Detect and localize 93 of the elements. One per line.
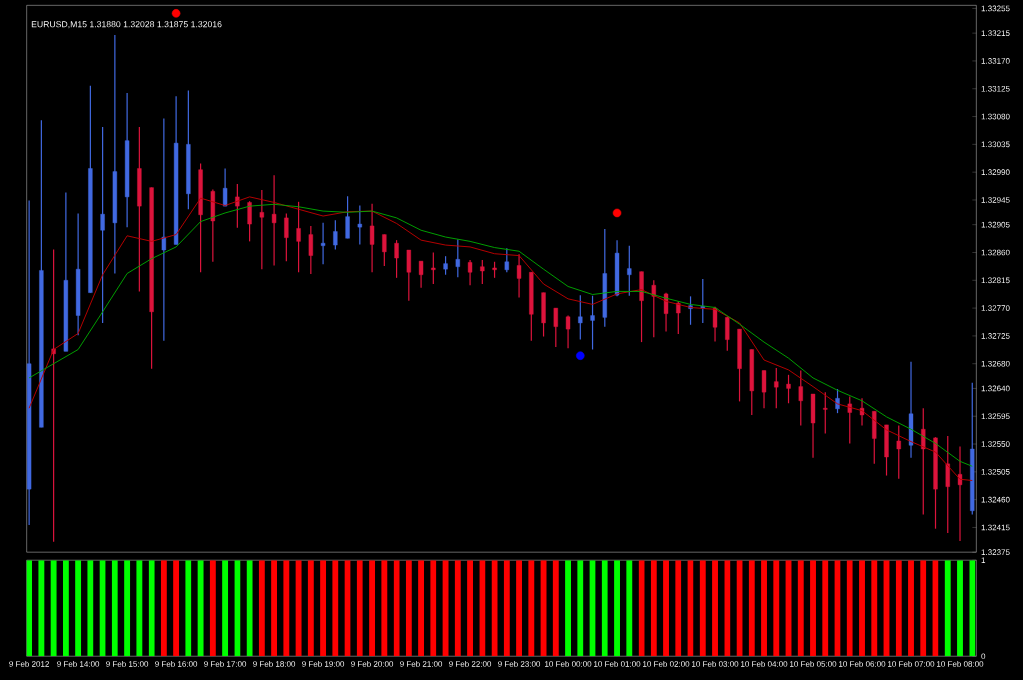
candlestick <box>725 316 730 352</box>
point <box>576 351 585 360</box>
x-tick-label: 9 Feb 21:00 <box>400 660 443 667</box>
x-tick-label: 10 Feb 03:00 <box>692 660 739 667</box>
y-tick-label: 1.32860 <box>981 249 1010 256</box>
point <box>612 208 622 218</box>
y-tick-label: 1.32640 <box>981 385 1010 392</box>
candlestick <box>565 314 571 349</box>
candlestick <box>320 222 326 265</box>
y-tick-label: 1.33255 <box>981 5 1010 12</box>
candlestick <box>357 204 362 245</box>
y-tick-label: 1.32680 <box>981 360 1010 367</box>
candlestick <box>761 369 767 409</box>
y-tick-label: 1.32460 <box>981 496 1010 503</box>
x-tick-label: 10 Feb 00:00 <box>545 660 592 667</box>
y-tick-label: 1.33215 <box>981 30 1010 36</box>
y-tick-label: 1.32905 <box>981 221 1010 228</box>
candlestick <box>443 255 448 276</box>
x-tick-label: 9 Feb 18:00 <box>253 660 296 667</box>
y-tick-label: 1.32990 <box>981 169 1010 175</box>
candlestick <box>553 307 558 348</box>
x-tick-label: 10 Feb 01:00 <box>594 660 641 667</box>
candlestick <box>431 251 436 285</box>
x-tick-label: 10 Feb 07:00 <box>888 660 935 667</box>
x-tick-label: 9 Feb 22:00 <box>449 660 492 667</box>
point <box>171 8 181 18</box>
candlestick <box>786 374 791 404</box>
candlestick <box>676 300 681 335</box>
candlestick <box>345 195 350 239</box>
y-tick-label: 1.32375 <box>981 549 1010 555</box>
x-tick-label: 10 Feb 08:00 <box>937 660 984 667</box>
x-tick-label: 9 Feb 15:00 <box>106 660 149 667</box>
y-tick-label: 1.32945 <box>981 197 1010 203</box>
y-tick-label: 1.33125 <box>981 85 1010 92</box>
y-tick-label: 0 <box>981 653 986 659</box>
x-tick-label: 9 Feb 14:00 <box>57 660 100 667</box>
candlestick <box>296 201 301 273</box>
candlestick <box>235 183 240 229</box>
text: EURUSD,M15 1.31880 1.32028 1.31875 1.32016 <box>31 21 222 29</box>
y-tick-label: 1.33035 <box>981 141 1010 148</box>
candlestick <box>480 259 485 285</box>
candlestick <box>516 253 522 299</box>
candlestick <box>896 424 901 480</box>
y-tick-label: 1 <box>981 557 986 563</box>
candlestick <box>590 295 595 350</box>
candlestick <box>467 259 473 286</box>
x-tick-label: 9 Feb 19:00 <box>302 660 345 667</box>
y-tick-label: 1.32415 <box>981 524 1010 531</box>
y-tick-label: 1.32815 <box>981 277 1010 284</box>
candlestick <box>222 167 228 207</box>
y-tick-label: 1.32725 <box>981 332 1010 339</box>
candlestick <box>100 126 105 324</box>
y-tick-label: 1.32595 <box>981 413 1010 419</box>
x-tick-label: 10 Feb 04:00 <box>741 660 788 667</box>
candlestick <box>504 247 509 273</box>
candlestick <box>688 295 693 326</box>
x-tick-label: 10 Feb 02:00 <box>643 660 690 667</box>
candlestick <box>859 397 865 426</box>
y-tick-label: 1.33170 <box>981 58 1010 64</box>
candlestick <box>418 260 424 289</box>
candlestick <box>957 445 963 542</box>
candlestick <box>627 244 632 297</box>
candlestick <box>382 233 387 267</box>
x-tick-label: 10 Feb 06:00 <box>839 660 886 667</box>
candlestick <box>284 212 289 262</box>
x-tick-label: 9 Feb 20:00 <box>351 660 394 667</box>
candlestick <box>774 367 779 409</box>
candlestick <box>247 200 252 242</box>
y-tick-label: 1.32505 <box>981 468 1010 475</box>
x-tick-label: 9 Feb 17:00 <box>204 660 247 667</box>
candlestick <box>369 202 375 273</box>
x-tick-label: 9 Feb 2012 <box>9 660 49 667</box>
candlestick <box>823 391 828 435</box>
x-tick-label: 10 Feb 05:00 <box>790 660 837 667</box>
candlestick <box>578 294 583 341</box>
candlestick <box>847 395 852 444</box>
candlestick <box>333 219 338 250</box>
candlestick <box>651 279 656 338</box>
y-tick-label: 1.32550 <box>981 441 1010 447</box>
x-tick-label: 9 Feb 23:00 <box>498 660 541 667</box>
candlestick <box>259 189 265 270</box>
candlestick <box>406 249 411 302</box>
x-tick-label: 9 Feb 16:00 <box>155 660 198 667</box>
candlestick <box>455 238 460 278</box>
y-tick-label: 1.32770 <box>981 305 1010 311</box>
y-tick-label: 1.33080 <box>981 113 1010 120</box>
candlestick <box>921 407 926 515</box>
candlestick <box>945 435 950 534</box>
candlestick <box>798 369 803 426</box>
candlestick <box>394 239 399 279</box>
candlestick <box>271 174 277 266</box>
candlestick <box>308 225 313 275</box>
candlestick <box>161 117 167 342</box>
